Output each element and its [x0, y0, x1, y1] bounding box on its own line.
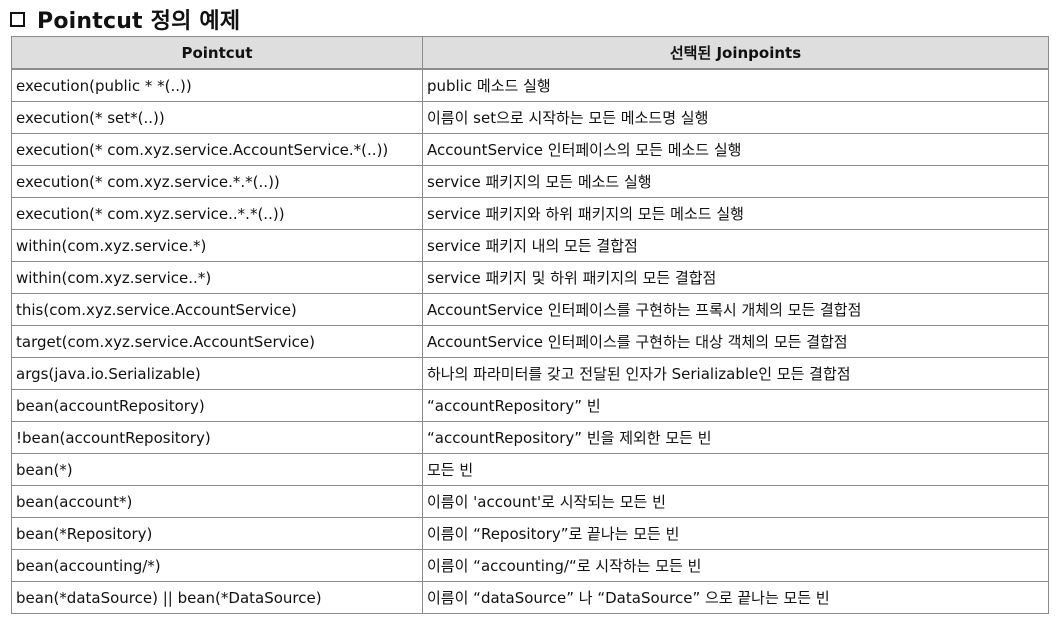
section-title: Pointcut 정의 예제 — [37, 9, 241, 34]
joinpoint-description-cell: “accountRepository” 빈을 제외한 모든 빈 — [422, 421, 1049, 454]
pointcut-expression-cell: execution(* set*(..)) — [11, 101, 423, 134]
pointcut-expression-cell: bean(*dataSource) || bean(*DataSource) — [11, 581, 423, 614]
pointcut-expression-cell: bean(accounting/*) — [11, 549, 423, 582]
joinpoint-description-cell: AccountService 인터페이스를 구현하는 대상 객체의 모든 결합점 — [422, 325, 1049, 358]
joinpoint-description-cell: AccountService 인터페이스의 모든 메소드 실행 — [422, 133, 1049, 166]
joinpoint-description-cell: service 패키지 내의 모든 결합점 — [422, 229, 1049, 262]
table-body: execution(public * *(..)) public 메소드 실행 ex… — [11, 68, 1049, 614]
checkbox-bullet-icon — [10, 11, 25, 27]
pointcut-expression-cell: bean(*Repository) — [11, 517, 423, 550]
joinpoint-description-cell: 모든 빈 — [422, 453, 1049, 486]
joinpoint-description-cell: 이름이 set으로 시작하는 모든 메소드명 실행 — [422, 101, 1049, 134]
table-row: within(com.xyz.service..*) service 패키지 및 … — [11, 261, 1049, 294]
table-row: bean(accountRepository) “accountRepositor… — [11, 389, 1049, 422]
table-row: !bean(accountRepository) “accountReposito… — [11, 421, 1049, 454]
table-row: execution(* com.xyz.service..*.*(..)) ser… — [11, 197, 1049, 230]
pointcut-expression-cell: !bean(accountRepository) — [11, 421, 423, 454]
table-row: bean(*Repository) 이름이 “Repository”로 끝나는 모… — [11, 517, 1049, 550]
table-header-row: Pointcut 선택된 Joinpoints — [11, 36, 1049, 70]
joinpoint-description-cell: service 패키지와 하위 패키지의 모든 메소드 실행 — [422, 197, 1049, 230]
pointcut-expression-cell: bean(account*) — [11, 485, 423, 518]
pointcut-expression-cell: this(com.xyz.service.AccountService) — [11, 293, 423, 326]
table-row: execution(* com.xyz.service.AccountServi… — [11, 133, 1049, 166]
section-heading: Pointcut 정의 예제 — [10, 4, 240, 34]
header-joinpoints: 선택된 Joinpoints — [422, 36, 1049, 70]
table-row: bean(accounting/*) 이름이 “accounting/“로 시작하… — [11, 549, 1049, 582]
table-row: this(com.xyz.service.AccountService) Acco… — [11, 293, 1049, 326]
pointcut-table: Pointcut 선택된 Joinpoints execution(public… — [11, 36, 1049, 614]
pointcut-expression-cell: within(com.xyz.service..*) — [11, 261, 423, 294]
table-row: bean(*) 모든 빈 — [11, 453, 1049, 486]
joinpoint-description-cell: 이름이 'account'로 시작되는 모든 빈 — [422, 485, 1049, 518]
table-row: execution(* com.xyz.service.*.*(..)) serv… — [11, 165, 1049, 198]
pointcut-expression-cell: execution(public * *(..)) — [11, 68, 423, 102]
table-row: within(com.xyz.service.*) service 패키지 내의 … — [11, 229, 1049, 262]
joinpoint-description-cell: AccountService 인터페이스를 구현하는 프록시 개체의 모든 결합… — [422, 293, 1049, 326]
joinpoint-description-cell: public 메소드 실행 — [422, 68, 1049, 102]
joinpoint-description-cell: 하나의 파라미터를 갖고 전달된 인자가 Serializable인 모든 결합… — [422, 357, 1049, 390]
joinpoint-description-cell: service 패키지의 모든 메소드 실행 — [422, 165, 1049, 198]
pointcut-expression-cell: bean(accountRepository) — [11, 389, 423, 422]
joinpoint-description-cell: 이름이 “Repository”로 끝나는 모든 빈 — [422, 517, 1049, 550]
table-row: args(java.io.Serializable) 하나의 파라미터를 갖고 전… — [11, 357, 1049, 390]
pointcut-expression-cell: args(java.io.Serializable) — [11, 357, 423, 390]
pointcut-expression-cell: within(com.xyz.service.*) — [11, 229, 423, 262]
joinpoint-description-cell: 이름이 “dataSource” 나 “DataSource” 으로 끝나는 모… — [422, 581, 1049, 614]
table-row: bean(*dataSource) || bean(*DataSource) 이름… — [11, 581, 1049, 614]
pointcut-expression-cell: execution(* com.xyz.service..*.*(..)) — [11, 197, 423, 230]
joinpoint-description-cell: service 패키지 및 하위 패키지의 모든 결합점 — [422, 261, 1049, 294]
header-pointcut: Pointcut — [11, 36, 423, 70]
joinpoint-description-cell: “accountRepository” 빈 — [422, 389, 1049, 422]
table-row: bean(account*) 이름이 'account'로 시작되는 모든 빈 — [11, 485, 1049, 518]
pointcut-expression-cell: target(com.xyz.service.AccountService) — [11, 325, 423, 358]
table-row: target(com.xyz.service.AccountService) Ac… — [11, 325, 1049, 358]
pointcut-expression-cell: execution(* com.xyz.service.AccountServi… — [11, 133, 423, 166]
table-row: execution(* set*(..)) 이름이 set으로 시작하는 모든 메… — [11, 101, 1049, 134]
pointcut-expression-cell: execution(* com.xyz.service.*.*(..)) — [11, 165, 423, 198]
joinpoint-description-cell: 이름이 “accounting/“로 시작하는 모든 빈 — [422, 549, 1049, 582]
table-row: execution(public * *(..)) public 메소드 실행 — [11, 68, 1049, 102]
pointcut-expression-cell: bean(*) — [11, 453, 423, 486]
